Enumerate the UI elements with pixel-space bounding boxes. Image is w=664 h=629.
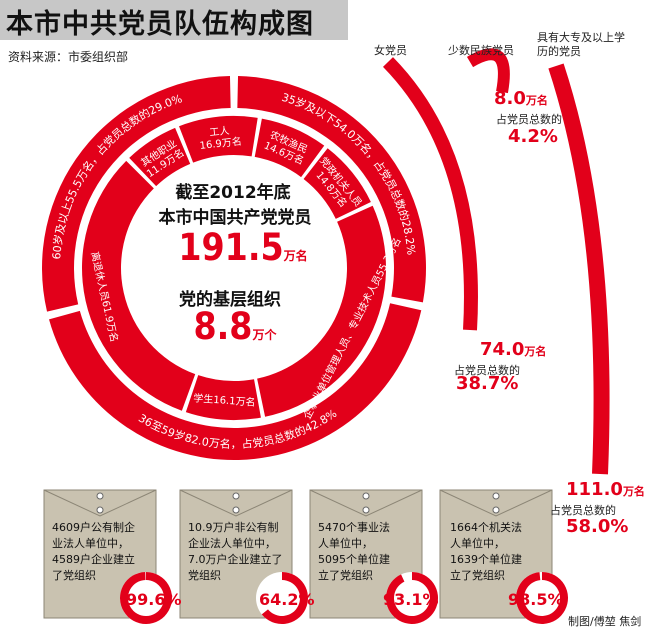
inner-ring-segment-4 [257,205,386,417]
inner-ring-segment-1 [179,115,258,163]
envelope-percent-2: 64.2% [259,590,315,609]
center-line-2: 本市中国共产党党员 [158,208,312,228]
inner-ring-segment-2 [254,118,325,178]
column-bar-1 [382,57,478,331]
column-bar-2 [466,48,510,94]
column-label-women: 女党员 [374,44,407,57]
outer-ring-segment-2 [49,303,422,461]
members-unit: 万名 [283,249,308,263]
center-line-3: 党的基层组织 [179,290,281,310]
minority-share-label: 占党员总数的 [496,113,562,126]
minority-value: 8.0万名 [494,88,548,109]
envelope-text-4: 1664个机关法人单位中，1639个单位建立了党组织 [450,521,522,582]
envelope-1 [43,489,173,624]
column-label-minority: 少数民族党员 [448,44,514,57]
women-share-label: 占党员总数的 [454,364,520,377]
envelope-2 [179,489,309,624]
envelope-pie-1 [120,572,173,624]
envelope-text-1: 4609户公有制企业法人单位中，4589户企业建立了党组织 [52,521,135,582]
women-percent: 38.7% [456,373,519,394]
orgs-unit: 万个 [252,328,277,342]
credit-line: 制图/傅堃 焦剑 [568,615,642,628]
orgs-value: 8.8 [193,305,253,348]
envelope-pie-2 [261,572,309,624]
inner-ring-segment-6 [82,160,196,411]
column-bar-3 [548,63,610,475]
women-value: 74.0万名 [480,339,547,360]
envelope-percent-4: 98.5% [508,590,564,609]
college-percent: 58.0% [566,516,629,537]
inner-ring-segment-3 [303,148,371,219]
minority-percent: 4.2% [508,126,558,147]
envelope-text-3: 5470个事业法人单位中，5095个单位建立了党组织 [318,521,390,582]
center-disc [128,162,340,374]
page-title: 本市中共党员队伍构成图 [6,9,314,40]
members-value: 191.5 [178,226,284,269]
outer-ring-segment-3 [41,76,231,312]
envelope-percent-1: 99.6% [126,590,182,609]
envelope-pie-3 [386,572,438,625]
title-banner [0,0,348,40]
envelope-4 [439,489,569,624]
envelope-3 [309,489,438,625]
envelope-text-2: 10.9万户非公有制企业法人单位中，7.0万户企业建立了党组织 [188,521,283,582]
college-share-label: 占党员总数的 [550,504,616,517]
column-label-college: 具有大专及以上学历的党员 [537,31,625,58]
center-line-1: 截至2012年底 [175,183,291,203]
inner-ring-segment-5 [185,375,261,420]
envelope-pie-4 [516,572,569,624]
source-note: 资料来源：市委组织部 [8,50,129,64]
college-value: 111.0万名 [566,479,645,500]
envelope-percent-3: 93.1% [383,590,439,609]
inner-ring-segment-7 [129,127,191,187]
outer-ring-segment-1 [237,76,426,303]
